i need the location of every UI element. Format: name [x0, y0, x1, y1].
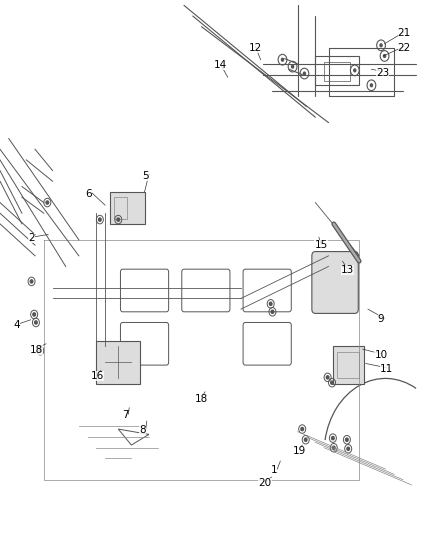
Circle shape	[383, 54, 386, 58]
Circle shape	[281, 58, 284, 62]
Text: 14: 14	[214, 60, 227, 70]
Circle shape	[303, 71, 306, 76]
Bar	[315, 56, 359, 85]
Bar	[333, 346, 364, 384]
Bar	[110, 192, 145, 224]
Circle shape	[39, 349, 42, 352]
Text: 20: 20	[258, 478, 272, 488]
Text: 18: 18	[195, 394, 208, 405]
Circle shape	[326, 376, 329, 379]
Circle shape	[271, 310, 274, 313]
Text: 16: 16	[91, 372, 104, 382]
Circle shape	[33, 313, 35, 316]
Text: 19: 19	[293, 446, 306, 456]
Text: 9: 9	[378, 314, 384, 325]
Bar	[96, 341, 140, 384]
Circle shape	[30, 280, 33, 283]
Circle shape	[370, 83, 373, 87]
Text: 12: 12	[249, 43, 262, 53]
Text: 4: 4	[13, 320, 20, 330]
Text: 2: 2	[28, 233, 35, 243]
Text: 22: 22	[398, 43, 411, 53]
Text: 11: 11	[380, 364, 393, 374]
Circle shape	[301, 427, 304, 431]
Circle shape	[347, 447, 350, 450]
Circle shape	[269, 302, 272, 305]
Circle shape	[291, 64, 294, 69]
Circle shape	[46, 201, 49, 204]
FancyBboxPatch shape	[312, 252, 358, 313]
Text: 10: 10	[374, 350, 388, 360]
Circle shape	[117, 218, 120, 221]
Circle shape	[353, 68, 357, 72]
Circle shape	[331, 381, 333, 384]
Text: 6: 6	[85, 189, 92, 199]
Circle shape	[346, 438, 348, 441]
Circle shape	[99, 218, 101, 221]
Text: 18: 18	[30, 345, 43, 355]
Text: 7: 7	[122, 410, 128, 421]
Text: 23: 23	[376, 68, 389, 78]
Text: 15: 15	[314, 240, 328, 250]
Text: 13: 13	[341, 265, 354, 275]
Circle shape	[35, 321, 37, 324]
Bar	[337, 352, 359, 378]
Text: 8: 8	[139, 425, 146, 435]
Circle shape	[332, 446, 335, 449]
Circle shape	[379, 43, 383, 47]
Circle shape	[332, 437, 334, 440]
Bar	[114, 197, 127, 219]
Text: 1: 1	[271, 465, 277, 475]
Circle shape	[304, 438, 307, 441]
Bar	[324, 62, 350, 81]
Text: 21: 21	[398, 28, 411, 38]
Text: 5: 5	[142, 171, 149, 181]
